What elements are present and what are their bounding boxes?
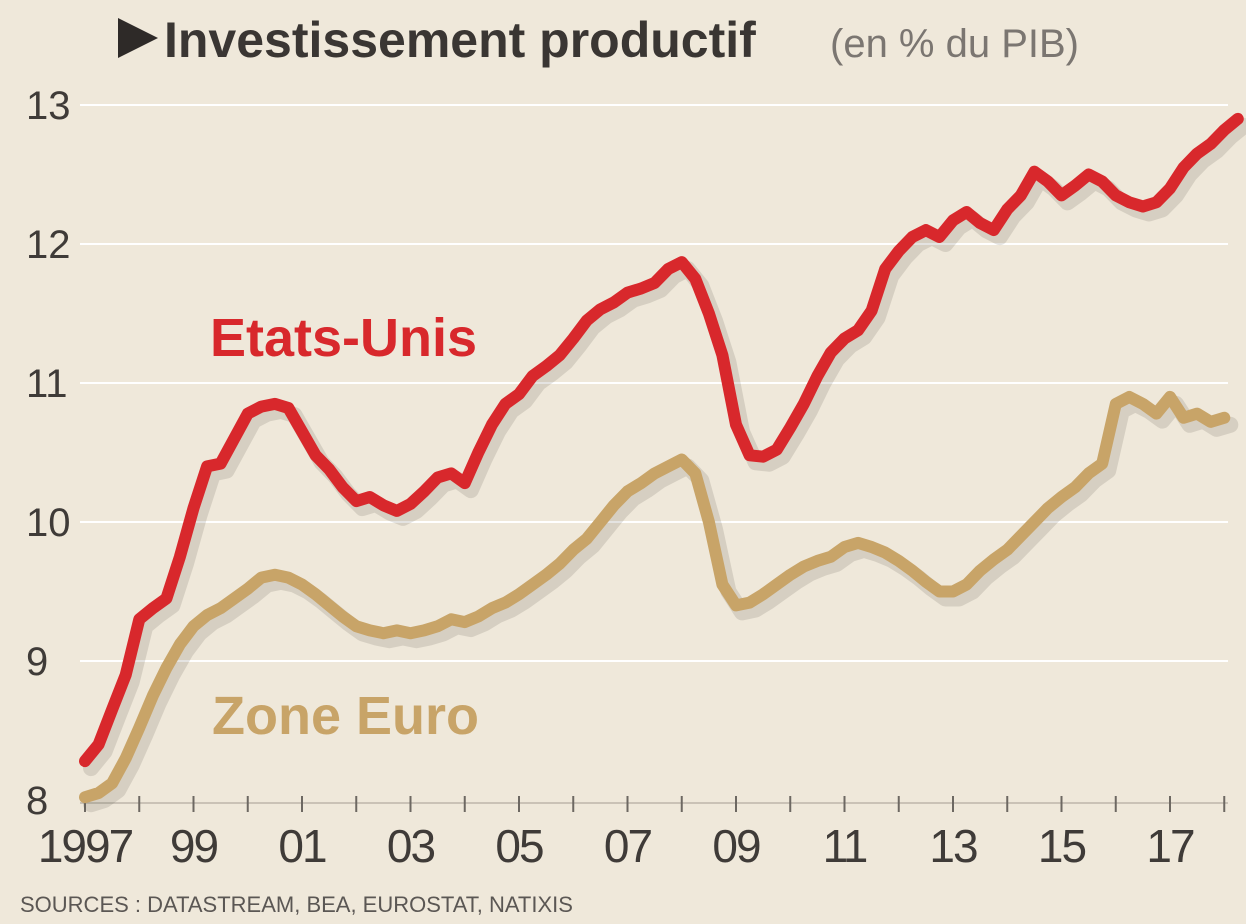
x-tick-label: 05 <box>495 820 543 872</box>
x-tick-label: 07 <box>604 820 652 872</box>
x-tick-label: 01 <box>278 820 326 872</box>
y-tick-label: 8 <box>26 779 48 823</box>
series-label-zone-euro: Zone Euro <box>212 686 479 746</box>
x-tick-label: 15 <box>1038 820 1086 872</box>
series-line-etats-unis <box>79 112 1244 768</box>
y-tick-label: 12 <box>26 223 71 267</box>
chart-title-main: Investissement productif <box>164 12 756 68</box>
series-line-zone-euro <box>79 390 1231 804</box>
source-note: SOURCES : DATASTREAM, BEA, EUROSTAT, NAT… <box>20 892 573 917</box>
x-tick-label: 11 <box>823 820 867 872</box>
play-triangle-icon <box>118 18 158 58</box>
y-tick-label: 10 <box>26 501 71 545</box>
y-tick-label: 9 <box>26 640 48 684</box>
y-tick-label: 13 <box>26 84 71 128</box>
x-tick-label: 13 <box>929 820 977 872</box>
y-axis: 8 9 10 11 12 13 <box>26 84 71 823</box>
x-tick-label: 17 <box>1146 820 1194 872</box>
series-lines <box>79 112 1246 813</box>
x-tick-label: 09 <box>712 820 760 872</box>
x-tick-label: 1997 <box>38 820 133 872</box>
x-tick-label: 99 <box>170 820 218 872</box>
series-shadow <box>83 117 1246 777</box>
series-label-etats-unis: Etats-Unis <box>210 308 477 368</box>
chart-subtitle: (en % du PIB) <box>830 22 1079 66</box>
y-tick-label: 11 <box>26 362 68 406</box>
chart-title: Investissement productif (en % du PIB) <box>118 12 1079 68</box>
x-axis: 1997 99 01 03 05 07 09 11 13 15 17 <box>38 796 1228 872</box>
x-tick-label: 03 <box>387 820 435 872</box>
